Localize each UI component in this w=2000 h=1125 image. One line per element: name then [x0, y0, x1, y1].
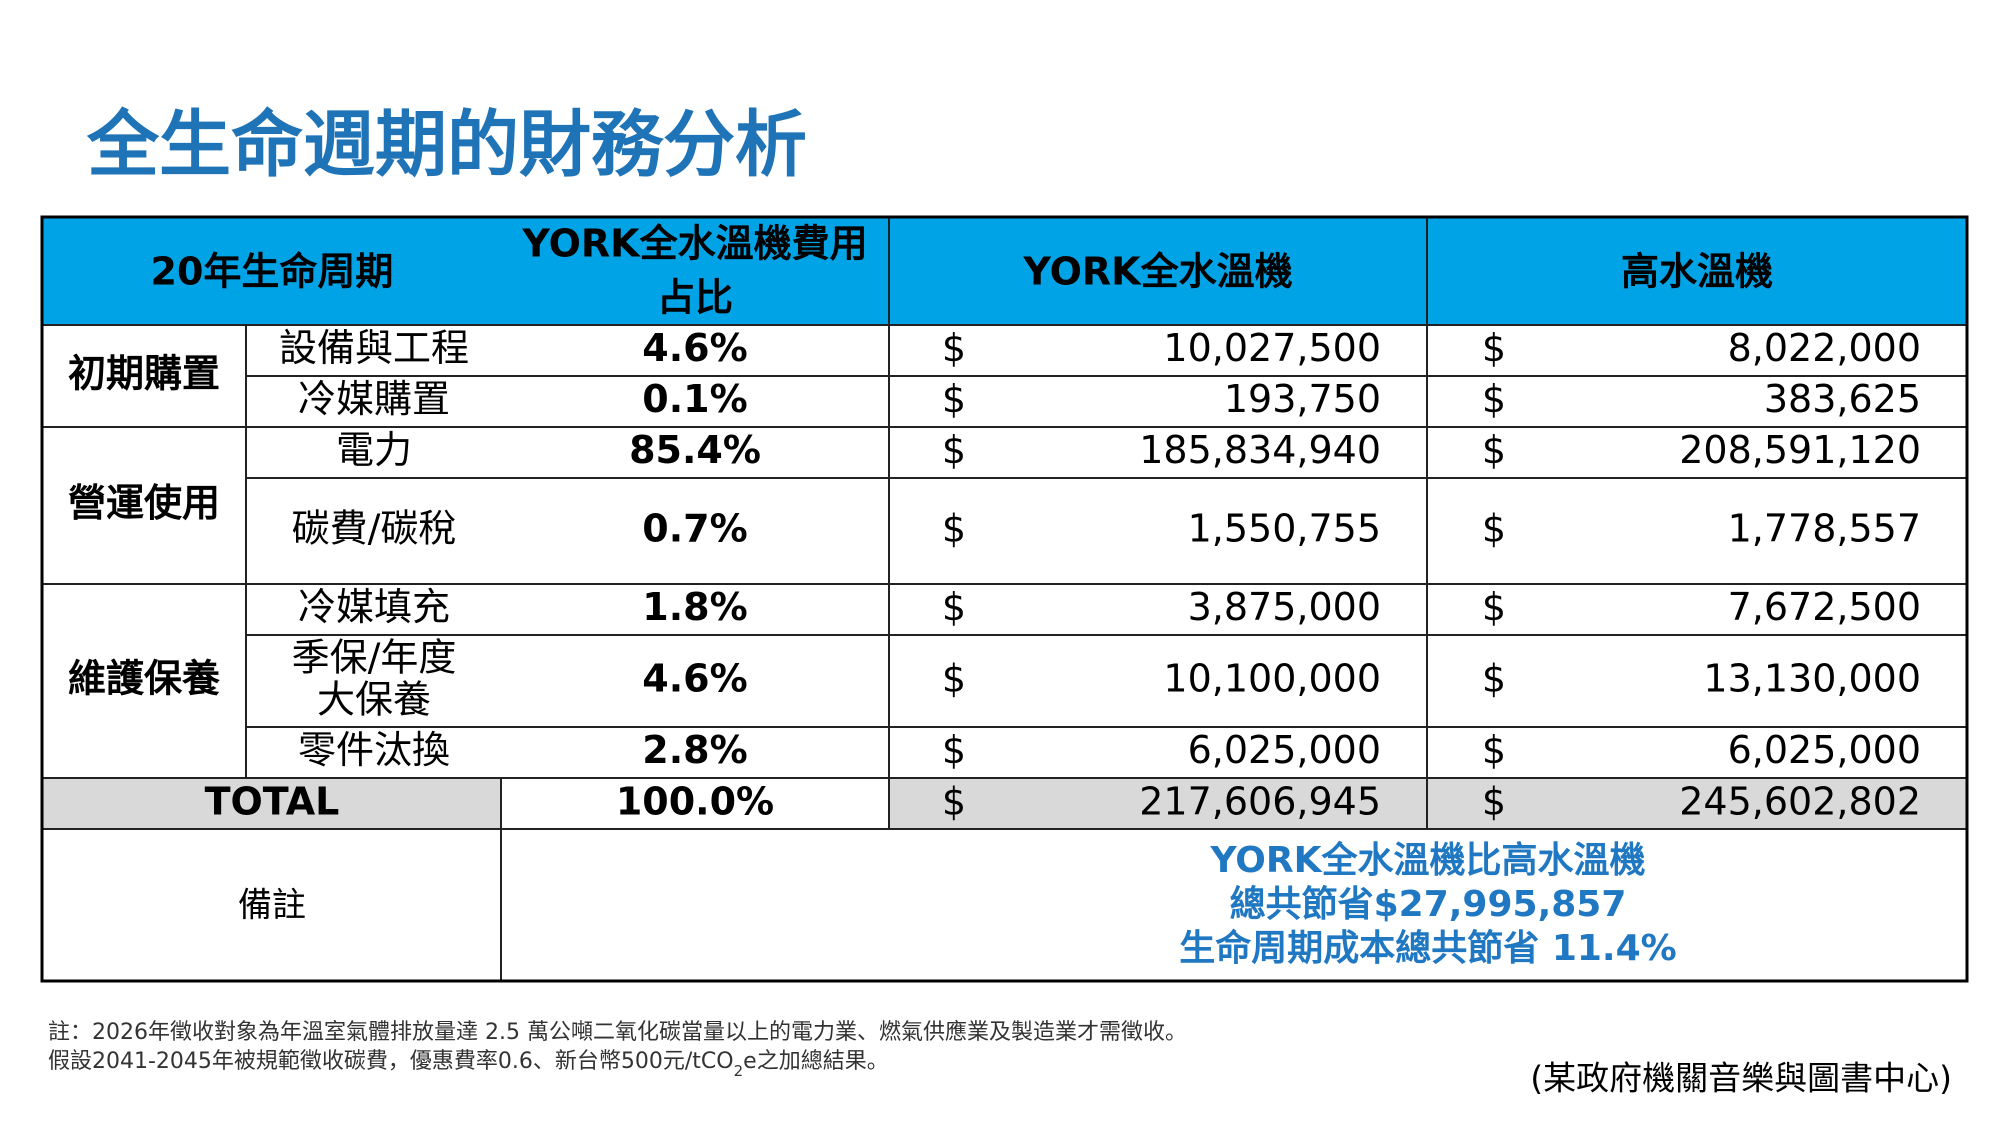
total-amount: 217,606,945 — [1139, 780, 1381, 824]
share-cell: 85.4% — [629, 428, 761, 472]
share-cell: 4.6% — [642, 657, 747, 701]
total-share: 100.0% — [616, 780, 774, 824]
currency: $ — [1482, 507, 1506, 551]
share-cell: 2.8% — [642, 728, 747, 772]
share-cell: 1.8% — [642, 585, 747, 629]
amount-cell: 10,100,000 — [1163, 657, 1381, 701]
currency: $ — [1482, 377, 1506, 421]
item-label: 冷媒購置 — [298, 377, 450, 421]
amount-cell: 6,025,000 — [1728, 728, 1921, 772]
header-cell: YORK全水溫機 — [1022, 250, 1292, 294]
amount-cell: 208,591,120 — [1679, 428, 1921, 472]
currency: $ — [942, 428, 966, 472]
currency: $ — [942, 326, 966, 370]
remark-line: 總共節省$27,995,857 — [1230, 884, 1627, 925]
remark-label: 備註 — [238, 886, 306, 926]
group-label: 維護保養 — [68, 657, 220, 701]
footnote: 假設2041-2045年被規範徵收碳費，優惠費率0.6、新台幣500元/tCO2… — [48, 1049, 889, 1080]
header-cell: 占比 — [657, 276, 733, 320]
title: 全生命週期的財務分析 — [86, 103, 807, 187]
amount-cell: 10,027,500 — [1163, 326, 1381, 370]
currency: $ — [1482, 585, 1506, 629]
amount-cell: 3,875,000 — [1188, 585, 1381, 629]
currency: $ — [1482, 780, 1506, 824]
amount-cell: 6,025,000 — [1188, 728, 1381, 772]
currency: $ — [942, 377, 966, 421]
table-border — [40, 215, 1969, 983]
remark-line: YORK全水溫機比高水溫機 — [1209, 839, 1645, 881]
item-label: 季保/年度 — [292, 636, 457, 680]
item-label: 零件汰換 — [298, 728, 450, 772]
currency: $ — [942, 657, 966, 701]
remark-line: 生命周期成本總共節省 11.4% — [1179, 927, 1676, 969]
currency: $ — [1482, 326, 1506, 370]
amount-cell: 8,022,000 — [1728, 326, 1921, 370]
source: (某政府機關音樂與圖書中心) — [1530, 1059, 1952, 1098]
total-label: TOTAL — [205, 780, 340, 824]
item-label: 碳費/碳稅 — [292, 507, 457, 551]
share-cell: 0.7% — [642, 507, 747, 551]
header-cell: YORK全水溫機費用 — [521, 222, 867, 266]
amount-cell: 383,625 — [1764, 377, 1921, 421]
item-label: 大保養 — [317, 678, 431, 722]
share-cell: 0.1% — [642, 377, 747, 421]
total-fill — [42, 778, 501, 829]
amount-cell: 185,834,940 — [1139, 428, 1381, 472]
item-label: 電力 — [336, 428, 412, 472]
currency: $ — [942, 585, 966, 629]
group-label: 初期購置 — [68, 352, 220, 396]
currency: $ — [1482, 728, 1506, 772]
group-label: 營運使用 — [68, 481, 220, 525]
footnote: 註：2026年徵收對象為年溫室氣體排放量達 2.5 萬公噸二氧化碳當量以上的電力… — [48, 1019, 1187, 1045]
total-amount: 245,602,802 — [1679, 780, 1921, 824]
footnote-part: 2 — [734, 1062, 744, 1080]
currency: $ — [1482, 657, 1506, 701]
amount-cell: 13,130,000 — [1703, 657, 1921, 701]
amount-cell: 1,778,557 — [1728, 507, 1921, 551]
item-label: 設備與工程 — [279, 326, 469, 370]
header-cell: 20年生命周期 — [151, 250, 394, 294]
currency: $ — [942, 728, 966, 772]
currency: $ — [1482, 428, 1506, 472]
currency: $ — [942, 507, 966, 551]
header-fill — [42, 217, 1967, 325]
amount-cell: 193,750 — [1224, 377, 1381, 421]
footnote-part: 假設2041-2045年被規範徵收碳費，優惠費率0.6、新台幣500元/tCO — [48, 1049, 734, 1074]
footnote-part: e之加總結果。 — [743, 1049, 889, 1074]
currency: $ — [942, 780, 966, 824]
amount-cell: 1,550,755 — [1188, 507, 1381, 551]
share-cell: 4.6% — [642, 326, 747, 370]
header-cell: 高水溫機 — [1621, 250, 1773, 294]
amount-cell: 7,672,500 — [1728, 585, 1921, 629]
item-label: 冷媒填充 — [298, 585, 450, 629]
